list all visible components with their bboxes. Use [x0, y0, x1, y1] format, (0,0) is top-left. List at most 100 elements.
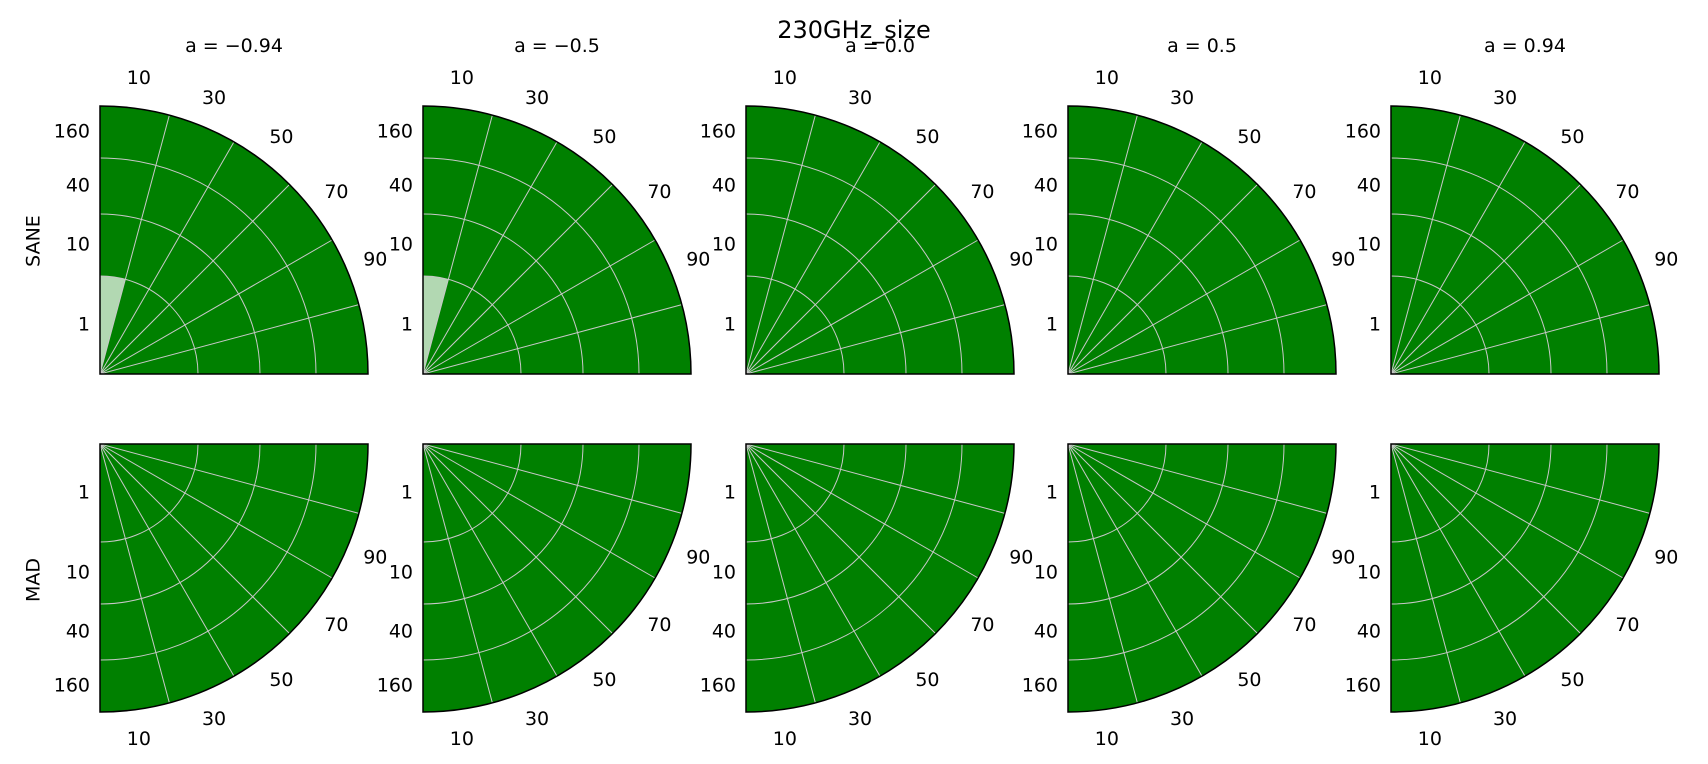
- radial-tick-label: 1: [1046, 482, 1058, 504]
- angle-tick-label: 90: [686, 248, 710, 270]
- radial-tick-label: 1: [724, 482, 736, 504]
- radial-tick-label: 160: [700, 121, 736, 143]
- angle-tick-label: 90: [1009, 547, 1033, 569]
- angle-tick-label: 10: [1418, 67, 1442, 89]
- radial-tick-label: 1: [401, 482, 413, 504]
- grid-spoke: [1390, 443, 1624, 579]
- angle-tick-label: 50: [915, 126, 939, 148]
- radial-tick-label: 160: [377, 121, 413, 143]
- radial-tick-label: 1: [1369, 314, 1381, 336]
- angle-tick-label: 90: [1654, 547, 1678, 569]
- radial-tick-label: 10: [66, 234, 90, 256]
- panel-mad-0: 1 10 40 160 10 30 50 70 90: [54, 443, 387, 750]
- grid-spoke: [99, 304, 359, 375]
- grid-spoke: [99, 184, 290, 375]
- radial-tick-label: 40: [389, 621, 413, 643]
- panel-mad-1: 1 10 40 160 10 30 50 70 90: [377, 443, 710, 750]
- grid-spoke: [422, 443, 656, 579]
- angle-tick-label: 70: [647, 614, 671, 636]
- radial-tick-label: 40: [1034, 621, 1058, 643]
- angle-tick-label: 90: [363, 547, 387, 569]
- radial-tick-label: 40: [66, 621, 90, 643]
- angle-tick-label: 70: [970, 614, 994, 636]
- angle-tick-label: 30: [1493, 87, 1517, 109]
- angle-tick-label: 30: [202, 87, 226, 109]
- panel-sane-1: a = −0.5 1 10 40 160 10 30 50 70 90: [377, 35, 710, 375]
- angle-tick-label: 10: [1418, 728, 1442, 750]
- grid-spoke: [422, 141, 558, 375]
- radial-tick-label: 160: [1345, 121, 1381, 143]
- angle-tick-label: 70: [1292, 181, 1316, 203]
- radial-tick-label: 40: [1357, 621, 1381, 643]
- grid-spoke: [1067, 184, 1258, 375]
- grid-spoke: [422, 184, 613, 375]
- grid-spoke: [422, 115, 493, 375]
- angle-tick-label: 90: [363, 248, 387, 270]
- radial-tick-label: 1: [78, 482, 90, 504]
- grid-spoke: [422, 304, 682, 375]
- polar-outline: [745, 105, 1015, 375]
- polar-outline: [422, 105, 692, 375]
- radial-tick-label: 1: [724, 314, 736, 336]
- angle-tick-label: 70: [647, 181, 671, 203]
- radial-tick-label: 160: [54, 675, 90, 697]
- angle-tick-label: 30: [1170, 708, 1194, 730]
- chart-title: 230GHz_size: [777, 16, 931, 44]
- grid-spoke: [745, 115, 816, 375]
- grid-spoke: [1067, 443, 1301, 579]
- grid-spoke: [422, 443, 558, 677]
- polar-outline: [1390, 105, 1660, 375]
- angle-tick-label: 70: [1615, 614, 1639, 636]
- grid-spoke: [99, 141, 235, 375]
- panel-mad-4: 1 10 40 160 10 30 50 70 90: [1345, 443, 1678, 750]
- grid-spoke: [99, 443, 333, 579]
- angle-tick-label: 30: [525, 87, 549, 109]
- panel-sane-3: a = 0.5 1 10 40 160 10 30 50 70 90: [1022, 35, 1355, 375]
- polar-outline: [1067, 443, 1337, 713]
- angle-tick-label: 10: [127, 67, 151, 89]
- angle-tick-label: 90: [1654, 248, 1678, 270]
- angle-tick-label: 70: [1292, 614, 1316, 636]
- angle-tick-label: 10: [450, 67, 474, 89]
- angle-tick-label: 50: [1237, 126, 1261, 148]
- angle-tick-label: 50: [269, 669, 293, 691]
- grid-spoke: [1067, 115, 1138, 375]
- grid-spoke: [1390, 443, 1650, 514]
- angle-tick-label: 30: [202, 708, 226, 730]
- grid-spoke: [1390, 239, 1624, 375]
- angle-tick-label: 10: [450, 728, 474, 750]
- grid-spoke: [99, 443, 170, 703]
- radial-tick-label: 40: [1357, 175, 1381, 197]
- radial-tick-label: 160: [54, 121, 90, 143]
- angle-tick-label: 10: [1095, 67, 1119, 89]
- panel-sane-2: a = 0.0 1 10 40 160 10 30 50 70 90: [700, 35, 1033, 375]
- grid-spoke: [422, 239, 656, 375]
- angle-tick-label: 30: [525, 708, 549, 730]
- grid-spoke: [745, 184, 936, 375]
- angle-tick-label: 50: [1237, 669, 1261, 691]
- polar-outline: [1067, 105, 1337, 375]
- row-label-mad: MAD: [23, 558, 45, 602]
- radial-tick-label: 10: [1357, 562, 1381, 584]
- grid-spoke: [99, 443, 359, 514]
- angle-tick-label: 30: [1493, 708, 1517, 730]
- column-title: a = 0.5: [1167, 35, 1237, 57]
- grid-spoke: [745, 443, 881, 677]
- angle-tick-label: 30: [848, 708, 872, 730]
- panel-mad-3: 1 10 40 160 10 30 50 70 90: [1022, 443, 1355, 750]
- radial-tick-label: 40: [712, 621, 736, 643]
- radial-tick-label: 160: [1022, 675, 1058, 697]
- column-title: a = −0.94: [185, 35, 283, 57]
- polar-outline: [99, 105, 369, 375]
- radial-tick-label: 10: [1357, 234, 1381, 256]
- radial-tick-label: 10: [1034, 234, 1058, 256]
- grid-spoke: [1067, 443, 1203, 677]
- grid-spoke: [422, 443, 493, 703]
- radial-tick-label: 160: [700, 675, 736, 697]
- angle-tick-label: 70: [324, 181, 348, 203]
- radial-tick-label: 10: [712, 562, 736, 584]
- grid-spoke: [745, 304, 1005, 375]
- grid-spoke: [1067, 443, 1258, 634]
- radial-tick-label: 10: [389, 562, 413, 584]
